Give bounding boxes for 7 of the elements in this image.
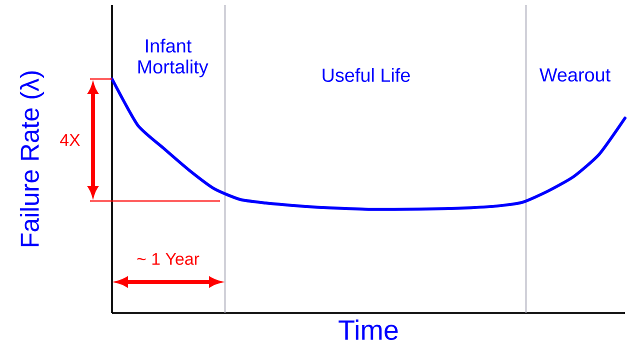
annotation: ~ 1 Year — [137, 253, 200, 265]
annotation: Wearout — [539, 68, 610, 82]
text: Infant Mortality — [138, 38, 208, 78]
text: 4X — [60, 134, 80, 146]
annotation: Useful Life — [322, 68, 410, 82]
y-axis-title: Failure Rate (λ) — [20, 71, 44, 246]
x-axis-title: Time — [338, 320, 398, 340]
